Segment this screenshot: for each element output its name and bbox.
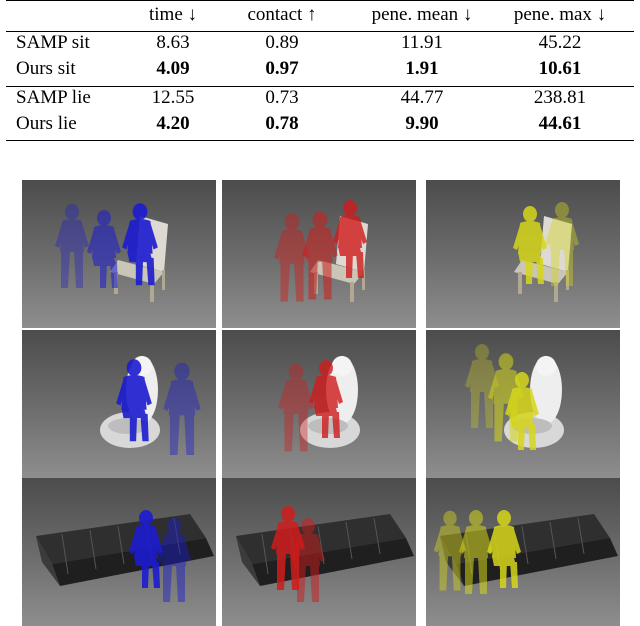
table-cell: 238.81 [533,87,587,108]
row-label-ours-lie: Ours lie [16,113,77,134]
header-pene-max: pene. max ↓ [513,4,607,25]
render-panel [222,180,416,328]
human-body-icon [274,213,310,302]
table-top-rule [6,0,634,1]
table-header-rule [6,31,634,32]
table-bottom-rule [6,140,634,141]
render-scene [36,510,214,602]
row-label-samp-lie: SAMP lie [16,87,91,108]
table-cell: 10.61 [538,58,582,79]
table-cell: 12.55 [151,87,195,108]
human-body-icon [459,510,493,594]
render-panel [22,330,216,478]
table-cell: 11.91 [400,32,444,53]
human-body-icon [309,360,343,438]
table-cell: 1.91 [405,58,439,79]
render-panel [22,180,216,328]
table-cell: 0.73 [265,87,299,108]
human-body-icon [333,200,367,278]
human-body-icon [505,372,539,450]
table-cell: 0.78 [265,113,299,134]
table-cell: 45.22 [538,32,582,53]
human-body-icon [545,202,579,286]
table-cell: 44.61 [538,113,582,134]
render-scene [433,510,618,594]
results-table: time ↓ contact ↑ pene. mean ↓ pene. max … [6,0,634,150]
table-cell: 4.09 [156,58,190,79]
table-group-rule [6,86,634,87]
header-time: time ↓ [148,4,198,25]
table-cell: 8.63 [156,32,190,53]
render-scene [274,200,368,302]
render-panel [426,330,620,478]
render-scene [100,356,201,455]
render-scene [236,506,414,602]
human-body-icon [129,510,163,588]
human-body-icon [55,204,89,288]
human-body-icon [487,510,521,588]
human-body-icon [122,203,158,286]
render-panel [22,478,216,626]
sofa-icon [36,514,214,586]
human-body-icon [465,344,499,428]
human-body-icon [157,518,191,602]
table-cell: 0.97 [265,58,299,79]
human-body-icon [278,363,314,452]
render-panel [426,180,620,328]
render-panel [222,478,416,626]
human-body-icon [513,206,547,284]
render-scene [513,202,579,302]
table-cell: 9.90 [405,113,439,134]
sofa-icon [236,514,414,586]
human-body-icon [302,211,338,300]
render-scene [55,203,168,302]
header-pene-mean: pene. mean ↓ [371,4,473,25]
render-panel [222,330,416,478]
egg-chair-icon [300,356,360,448]
row-label-ours-sit: Ours sit [16,58,76,79]
table-cell: 44.77 [400,87,444,108]
render-scene [278,356,360,452]
human-body-icon [116,359,152,442]
human-body-icon [291,518,325,602]
human-body-icon [87,210,121,288]
row-label-samp-sit: SAMP sit [16,32,90,53]
table-cell: 0.89 [265,32,299,53]
human-body-icon [163,362,201,455]
render-panel [426,478,620,626]
table-cell: 4.20 [156,113,190,134]
human-body-icon [271,506,305,590]
header-contact: contact ↑ [247,4,317,25]
render-scene [465,344,564,450]
